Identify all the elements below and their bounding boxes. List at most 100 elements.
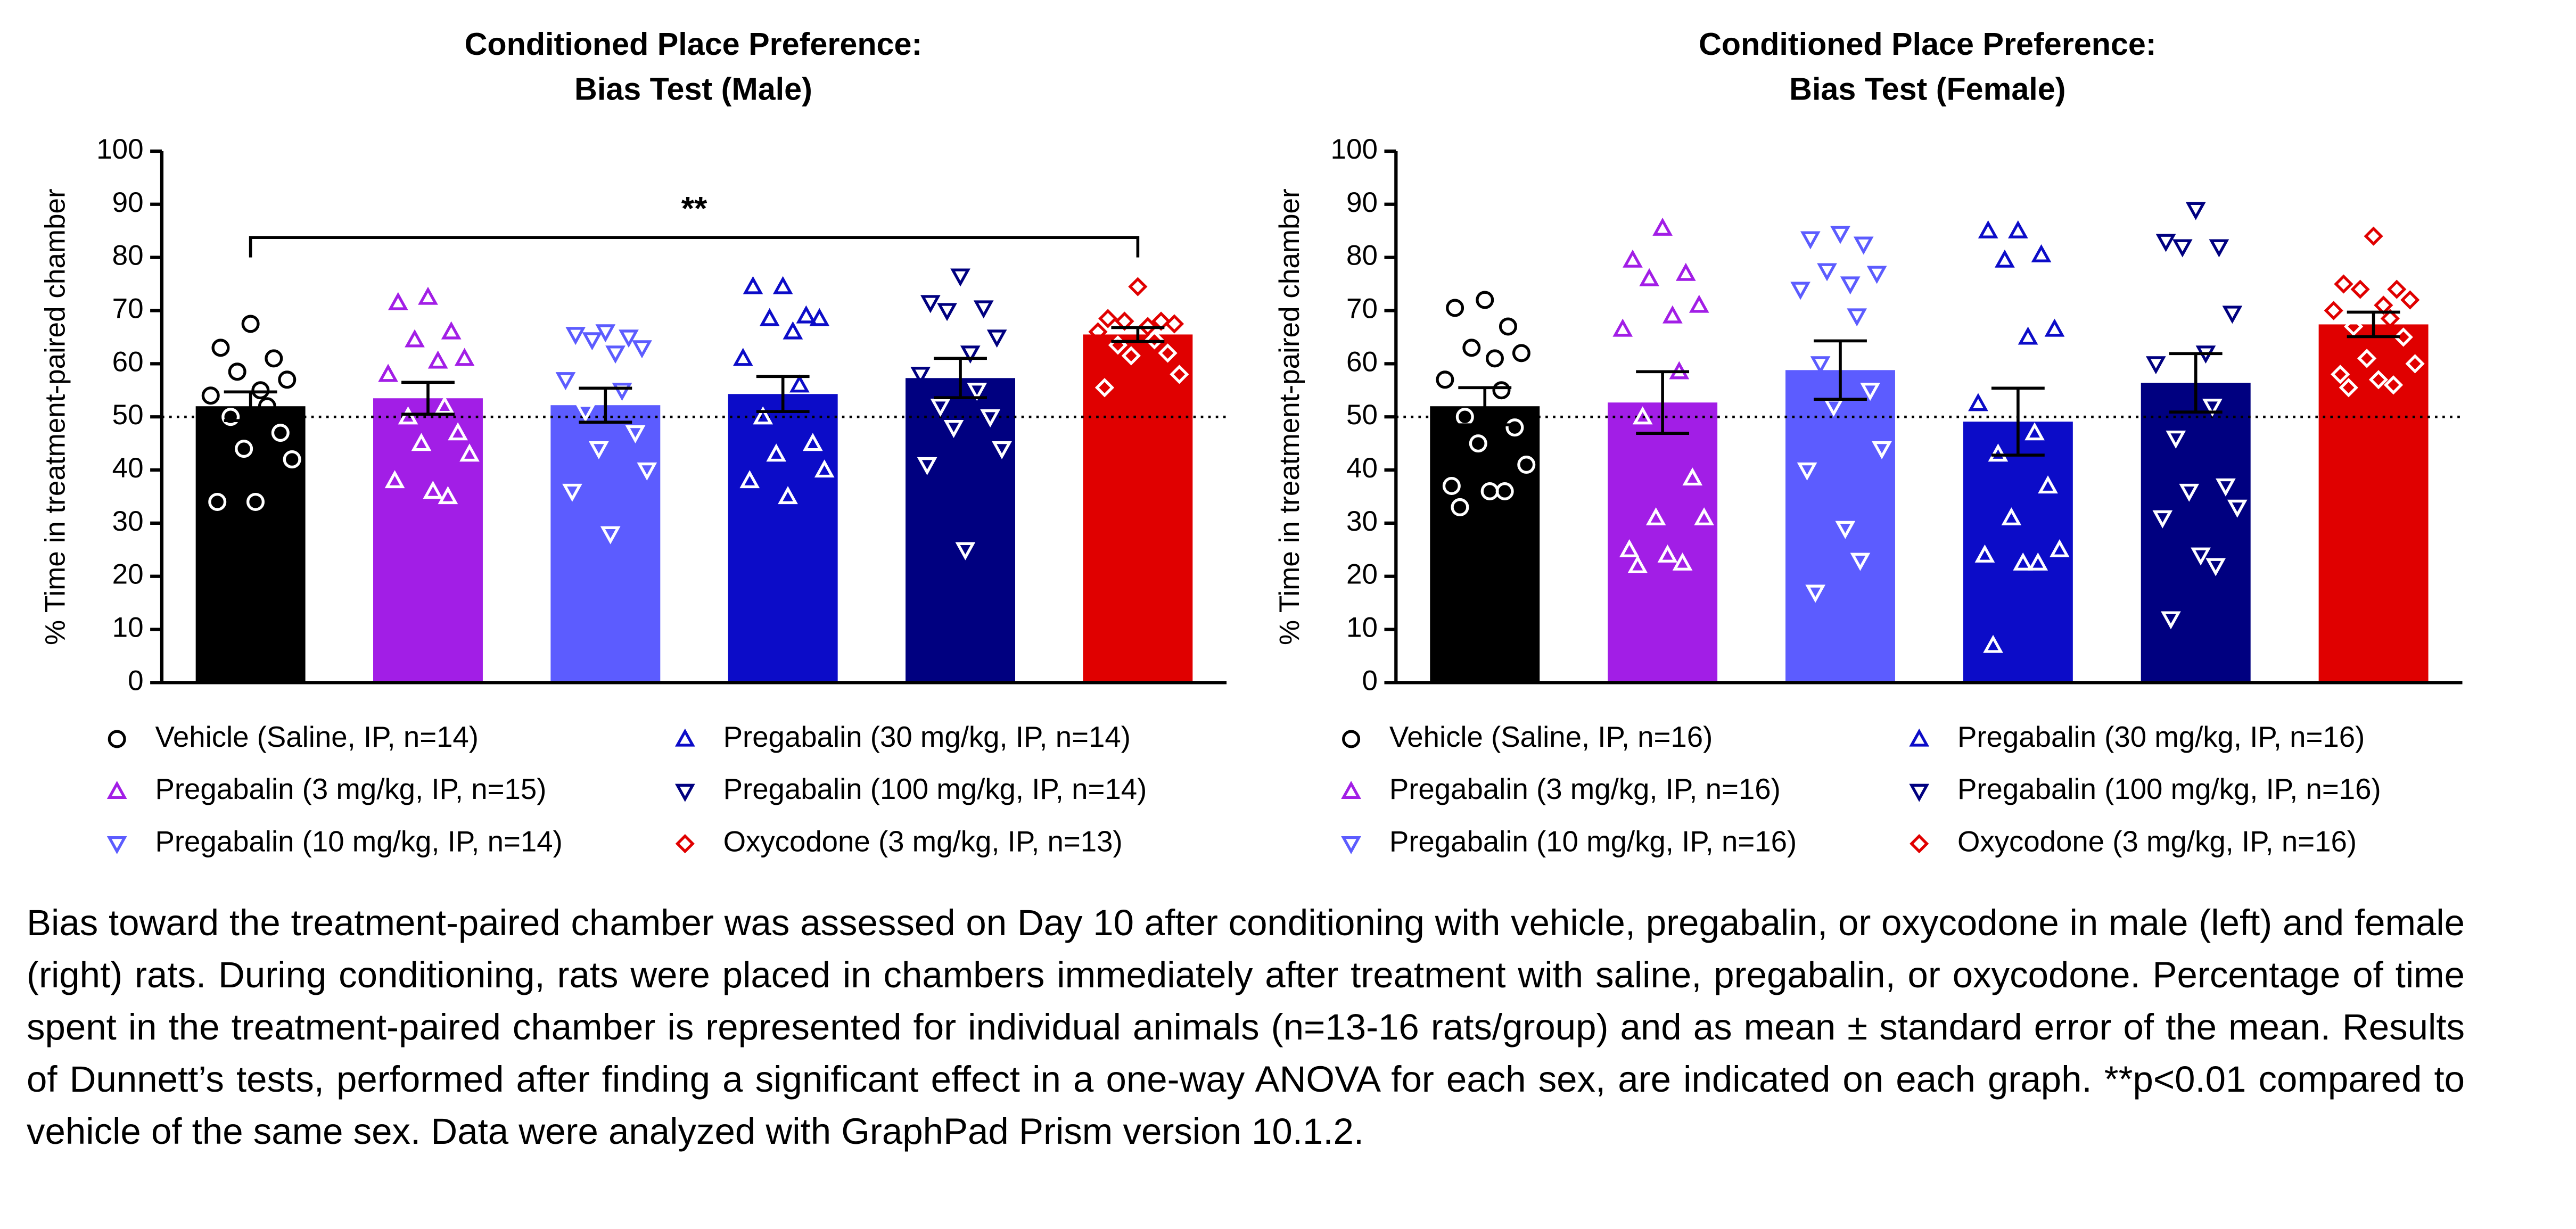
data-point <box>1682 467 1703 486</box>
data-point <box>1138 317 1158 336</box>
data-point <box>973 300 994 319</box>
y-tick-label: 20 <box>1346 559 1378 590</box>
data-point <box>459 443 480 462</box>
legend-label: Pregabalin (30 mg/kg, IP, n=14) <box>723 721 1131 753</box>
data-point <box>438 486 458 505</box>
data-point <box>1442 476 1461 495</box>
data-point <box>2202 399 2223 417</box>
data-point <box>943 420 964 438</box>
bar <box>1608 402 1718 683</box>
data-point <box>2050 539 2070 557</box>
legend-label: Pregabalin (100 mg/kg, IP, n=14) <box>723 773 1147 805</box>
data-point <box>2028 552 2048 571</box>
data-point <box>2405 354 2425 374</box>
chart-title: Conditioned Place Preference: <box>465 26 923 62</box>
legend-marker <box>106 780 127 799</box>
data-point <box>1512 344 1530 362</box>
data-point <box>2145 356 2166 375</box>
data-point <box>2400 290 2420 310</box>
data-point <box>1810 356 1831 375</box>
data-point <box>1505 418 1524 437</box>
legend-label: Pregabalin (3 mg/kg, IP, n=15) <box>155 773 546 805</box>
data-point <box>1988 443 2009 462</box>
data-point <box>2038 475 2058 494</box>
legend-marker <box>1909 728 1930 747</box>
data-point <box>1088 322 1108 342</box>
bar <box>728 394 838 683</box>
data-point <box>967 383 987 401</box>
data-point <box>246 492 265 511</box>
y-tick-label: 90 <box>112 187 144 218</box>
data-point <box>235 440 253 458</box>
legend-marker <box>106 836 127 854</box>
data-point <box>743 276 763 294</box>
data-point <box>789 374 810 393</box>
data-point <box>955 542 976 560</box>
y-tick-label: 20 <box>112 559 144 590</box>
y-axis-label: % Time in treatment-paired chamber <box>1274 188 1305 645</box>
data-point <box>265 349 283 368</box>
data-point <box>2179 483 2200 502</box>
data-point <box>2001 507 2022 526</box>
data-point <box>1098 309 1118 328</box>
data-point <box>605 345 626 364</box>
data-point <box>917 457 937 475</box>
data-point <box>1623 249 1643 268</box>
legend-marker <box>674 728 695 747</box>
data-point <box>1817 263 1837 282</box>
legend-label: Vehicle (Saline, IP, n=16) <box>1389 721 1713 753</box>
data-point <box>555 372 576 391</box>
y-tick-label: 60 <box>1346 346 1378 377</box>
bar <box>1963 422 2073 683</box>
data-point <box>1797 462 1817 481</box>
data-point <box>405 329 425 348</box>
data-point <box>2013 552 2034 571</box>
y-tick-label: 30 <box>112 506 144 537</box>
y-tick-label: 50 <box>112 399 144 431</box>
data-point <box>1672 552 1693 571</box>
data-point <box>2357 349 2377 368</box>
data-point <box>1652 217 1673 236</box>
data-point <box>766 443 787 462</box>
data-point <box>1978 220 1998 238</box>
data-point <box>2024 422 2045 441</box>
data-point <box>588 441 609 459</box>
significance-label: ** <box>681 191 707 227</box>
legend-label: Oxycodone (3 mg/kg, IP, n=16) <box>1957 826 2357 858</box>
data-point <box>2222 306 2243 324</box>
data-point <box>2185 202 2206 220</box>
data-point <box>562 483 582 502</box>
data-point <box>753 406 773 425</box>
y-tick-label: 0 <box>128 665 144 696</box>
data-point <box>2044 318 2065 337</box>
legend-marker <box>1341 780 1361 799</box>
data-point <box>2380 309 2400 328</box>
chart-subtitle: Bias Test (Male) <box>574 71 812 106</box>
chart-title: Conditioned Place Preference: <box>1699 26 2157 62</box>
data-point <box>241 315 260 333</box>
data-point <box>441 321 462 340</box>
y-tick-label: 80 <box>1346 240 1378 271</box>
data-point <box>2350 279 2370 299</box>
data-point <box>388 292 408 310</box>
data-point <box>992 441 1012 459</box>
data-point <box>2172 239 2193 258</box>
y-axis-label: % Time in treatment-paired chamber <box>39 188 71 645</box>
y-tick-label: 40 <box>1346 452 1378 484</box>
data-point <box>2216 478 2236 497</box>
data-point <box>208 492 227 511</box>
data-point <box>960 345 981 364</box>
data-point <box>1158 343 1178 363</box>
y-tick-label: 100 <box>96 134 143 165</box>
y-tick-label: 80 <box>112 240 144 271</box>
data-point <box>2161 611 2181 630</box>
data-point <box>2227 499 2248 518</box>
data-point <box>930 399 951 417</box>
data-point <box>2155 234 2176 252</box>
data-point <box>600 526 621 545</box>
data-point <box>271 424 290 442</box>
data-point <box>1639 268 1660 286</box>
data-point <box>980 409 1001 428</box>
legend-label: Pregabalin (10 mg/kg, IP, n=14) <box>155 826 562 858</box>
data-point <box>1632 406 1653 425</box>
